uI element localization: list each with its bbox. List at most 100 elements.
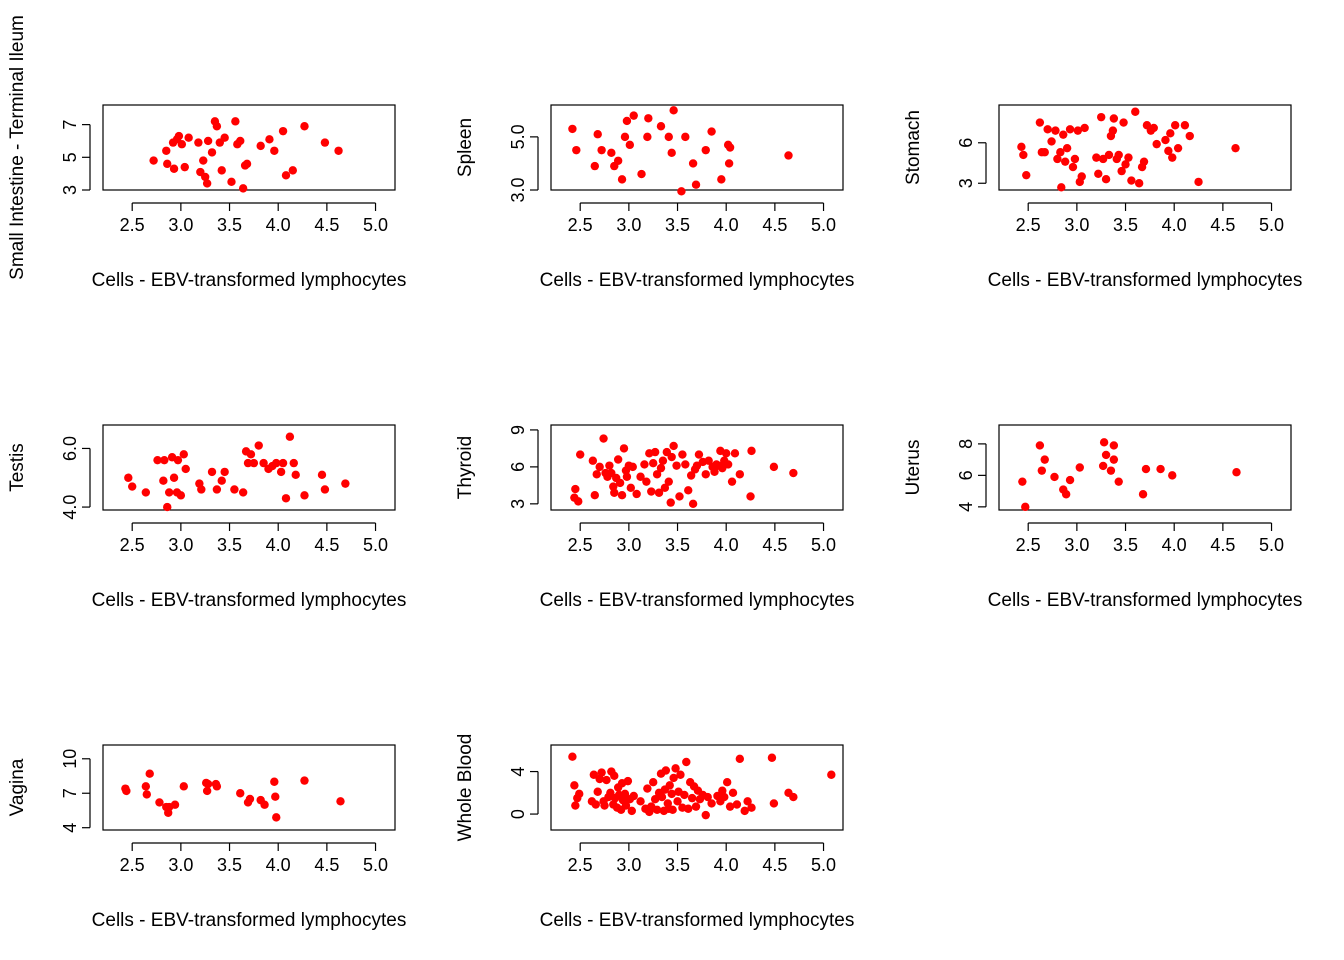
data-point bbox=[620, 132, 630, 142]
data-point bbox=[1022, 170, 1031, 180]
data-point bbox=[650, 447, 660, 457]
data-point bbox=[622, 472, 632, 481]
data-point bbox=[220, 467, 229, 477]
data-point bbox=[199, 156, 208, 165]
data-point bbox=[669, 441, 678, 451]
y-tick-label: 4 bbox=[956, 502, 976, 512]
data-point bbox=[1101, 175, 1111, 184]
data-point bbox=[717, 175, 726, 184]
data-point bbox=[176, 491, 186, 500]
data-point bbox=[636, 797, 645, 806]
data-point bbox=[236, 789, 245, 798]
y-tick-label: 3 bbox=[508, 499, 528, 509]
data-point bbox=[636, 472, 645, 481]
plot-frame bbox=[998, 424, 1292, 511]
x-axis-label: Cells - EBV-transformed lymphocytes bbox=[540, 270, 855, 291]
y-tick-label: 0 bbox=[508, 809, 528, 819]
data-point bbox=[769, 799, 779, 808]
data-point bbox=[1185, 131, 1194, 141]
x-tick-label: 2.5 bbox=[568, 215, 593, 235]
data-point bbox=[682, 757, 691, 767]
y-tick-label: 5 bbox=[60, 152, 80, 162]
data-point bbox=[590, 491, 599, 500]
data-point bbox=[1043, 125, 1052, 134]
scatter-panel: 2.5 3.0 3.5 4.0 4.5 5.0 4.0 6.0 Cells - EBV-tran… bbox=[7, 424, 406, 611]
x-tick-label: 5.0 bbox=[1259, 535, 1284, 555]
data-point bbox=[691, 180, 701, 189]
data-point bbox=[1021, 502, 1030, 512]
data-point bbox=[575, 789, 584, 799]
data-point bbox=[600, 801, 609, 810]
data-point bbox=[669, 773, 678, 783]
data-point bbox=[162, 146, 171, 155]
x-tick-label: 4.5 bbox=[314, 215, 339, 235]
plot-frame bbox=[550, 424, 844, 511]
x-tick-label: 2.5 bbox=[120, 535, 145, 555]
data-point bbox=[238, 488, 248, 497]
data-point bbox=[231, 117, 240, 126]
x-tick-label: 3.5 bbox=[665, 215, 690, 235]
data-point bbox=[1117, 166, 1126, 176]
data-point bbox=[568, 752, 577, 761]
data-point bbox=[141, 488, 151, 497]
plot-frame bbox=[102, 104, 396, 191]
scatter-panel: 2.5 3.0 3.5 4.0 4.5 5.0 4 6 8 Cells - EBV-transfo… bbox=[903, 424, 1302, 611]
data-point bbox=[212, 122, 222, 131]
data-point bbox=[576, 450, 585, 459]
y-axis-label: Vagina bbox=[7, 758, 28, 816]
data-point bbox=[669, 106, 678, 115]
data-point bbox=[1168, 153, 1177, 162]
scatter-panel: 2.5 3.0 3.5 4.0 4.5 5.0 4 7 10 Cells - EBV-transf… bbox=[7, 744, 406, 931]
data-point bbox=[164, 488, 174, 497]
y-tick-label: 10 bbox=[60, 749, 80, 769]
data-point bbox=[592, 470, 601, 479]
data-point bbox=[259, 458, 268, 468]
scatter-panel: 2.5 3.0 3.5 4.0 4.5 5.0 3 6 Cells - EBV-transfor… bbox=[903, 104, 1302, 291]
data-point bbox=[723, 460, 733, 469]
data-point bbox=[142, 790, 151, 799]
data-point bbox=[336, 797, 345, 806]
plot-frame bbox=[550, 744, 844, 831]
data-point bbox=[1061, 490, 1071, 499]
x-tick-label: 3.5 bbox=[217, 215, 242, 235]
data-point bbox=[278, 458, 288, 468]
x-tick-label: 4.5 bbox=[762, 855, 787, 875]
data-point bbox=[194, 138, 203, 147]
data-point bbox=[181, 464, 190, 474]
data-point bbox=[629, 791, 638, 801]
data-point bbox=[769, 462, 779, 472]
data-point bbox=[589, 770, 599, 779]
x-tick-label: 3.5 bbox=[1113, 215, 1138, 235]
data-point bbox=[617, 491, 627, 500]
data-point bbox=[1099, 438, 1109, 447]
data-point bbox=[572, 145, 581, 155]
data-point bbox=[1109, 455, 1119, 464]
data-point bbox=[1124, 153, 1133, 162]
x-axis-label: Cells - EBV-transformed lymphocytes bbox=[540, 590, 855, 611]
data-point bbox=[613, 455, 623, 464]
data-point bbox=[1180, 121, 1190, 130]
data-point bbox=[610, 488, 619, 497]
x-tick-label: 3.0 bbox=[616, 215, 641, 235]
x-tick-label: 4.0 bbox=[266, 215, 291, 235]
data-point bbox=[615, 478, 625, 488]
data-point bbox=[246, 450, 256, 459]
y-tick-label: 6 bbox=[508, 462, 528, 472]
data-point bbox=[220, 133, 229, 142]
data-point bbox=[688, 499, 698, 509]
data-point bbox=[606, 788, 615, 798]
data-point bbox=[1053, 154, 1062, 164]
data-point bbox=[1098, 154, 1108, 164]
data-point bbox=[746, 492, 755, 501]
data-point bbox=[271, 792, 280, 801]
data-point bbox=[1121, 160, 1130, 169]
data-point bbox=[155, 798, 164, 807]
data-point bbox=[664, 132, 673, 142]
data-point bbox=[163, 502, 172, 512]
data-point bbox=[703, 792, 712, 802]
data-point bbox=[725, 802, 735, 811]
data-point bbox=[1164, 146, 1173, 156]
x-tick-label: 4.5 bbox=[314, 535, 339, 555]
data-point bbox=[254, 441, 263, 450]
data-point bbox=[245, 794, 255, 804]
